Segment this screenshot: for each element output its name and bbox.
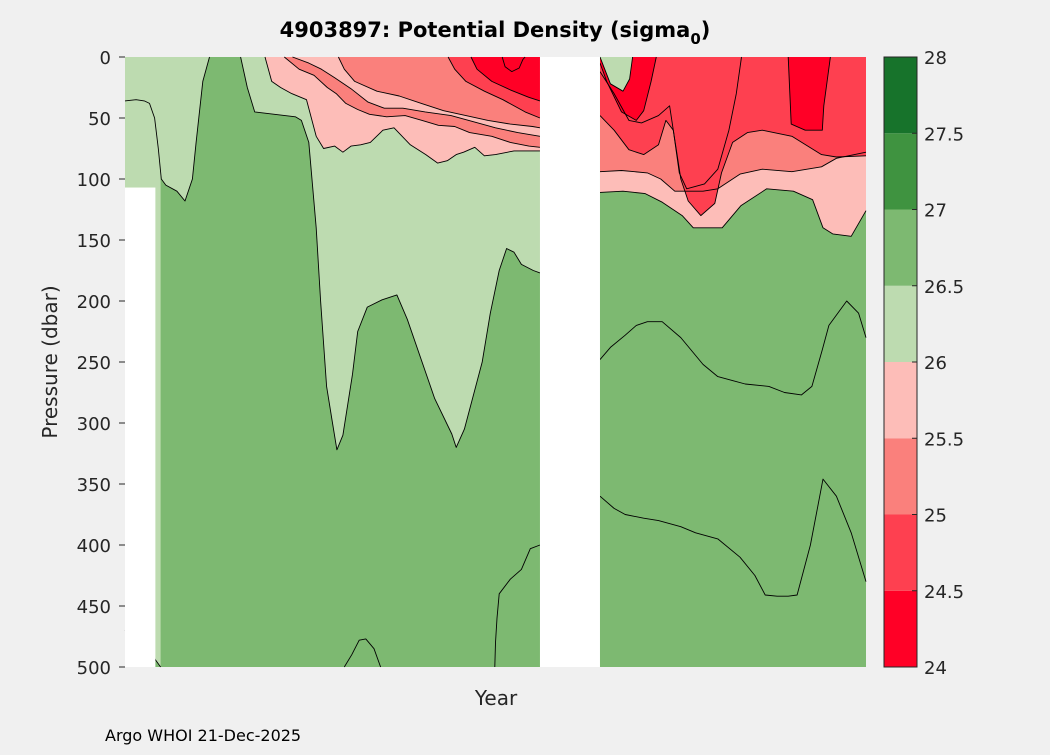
colorbar-swatch-25.5-26 — [884, 362, 917, 439]
y-tick-label-250: 250 — [77, 353, 111, 374]
contour-line-26-2 — [264, 56, 540, 164]
contour-line-25.5-3 — [284, 56, 541, 148]
colorbar-tick-label-27: 27 — [924, 201, 947, 222]
field-core-below-24 — [502, 57, 526, 72]
y-tick-label-350: 350 — [77, 475, 111, 496]
title-subscript: 0 — [690, 30, 700, 48]
colorbar-tick-label-25: 25 — [924, 506, 947, 527]
contour-line-27-10 — [343, 638, 382, 668]
colorbar-tick-label-26: 26 — [924, 353, 947, 374]
data-gap-0 — [125, 187, 156, 668]
colorbar-tick-label-28: 28 — [924, 48, 947, 69]
y-tick-label-150: 150 — [77, 231, 111, 252]
y-tick-label-200: 200 — [77, 292, 111, 313]
colorbar-swatch-26-26.5 — [884, 285, 917, 362]
missing-data-regions — [125, 57, 600, 668]
colorbar-swatch-24.5-25 — [884, 514, 917, 591]
y-tick-label-400: 400 — [77, 536, 111, 557]
data-gap-1 — [539, 57, 600, 667]
y-axis-label: Pressure (dbar) — [38, 285, 62, 438]
x-axis-label: Year — [474, 686, 518, 710]
contour-line-25-15 — [599, 56, 742, 190]
axes: 0 50 100 150 200 250 300 350 400 450 500 — [77, 48, 125, 679]
field-band-24-24.5 — [471, 57, 540, 101]
y-tick-label-450: 450 — [77, 597, 111, 618]
contour-line-26.5-1 — [240, 56, 541, 451]
contour-line-26.5-9 — [494, 544, 541, 668]
chart-title: 4903897: Potential Density (sigma0) — [280, 18, 711, 48]
colorbar-tick-label-26.5: 26.5 — [924, 277, 964, 298]
contour-line-26.5-0 — [124, 56, 210, 202]
contour-line-25.5-4 — [292, 56, 541, 137]
title-main: 4903897: Potential Density (sigma — [280, 18, 691, 42]
colorbar-tick-label-25.5: 25.5 — [924, 429, 964, 450]
field-east-band-24-24.5 — [788, 57, 831, 131]
field-east-band-26-26.5-lower — [600, 57, 633, 92]
title-close: ) — [701, 18, 711, 42]
y-tick-label-50: 50 — [88, 109, 111, 130]
field-band-26-26.5-central — [240, 57, 540, 450]
contour-line-27-19 — [599, 300, 867, 396]
contour-line-25-5 — [337, 56, 541, 129]
y-tick-label-0: 0 — [100, 48, 111, 69]
colorbar: 24 24.5 25 25.5 26 26.5 27 27.5 28 — [883, 48, 964, 679]
colorbar-tick-label-27.5: 27.5 — [924, 124, 964, 145]
contour-line-24-8 — [501, 56, 526, 73]
contour-line-24-18 — [599, 56, 634, 92]
contour-line-24.5-17 — [599, 56, 657, 121]
contour-line-25.5-14 — [599, 115, 867, 217]
contour-line-24.5-7 — [470, 56, 541, 102]
y-tick-label-100: 100 — [77, 170, 111, 191]
contour-line-25-16 — [787, 56, 831, 131]
colorbar-swatch-25-25.5 — [884, 438, 917, 515]
y-tick-label-300: 300 — [77, 414, 111, 435]
contour-line-25-6 — [447, 56, 541, 119]
colorbar-swatch-27-27.5 — [884, 133, 917, 210]
colorbar-swatch-26.5-27 — [884, 209, 917, 286]
contour-line-27.5-20 — [599, 478, 867, 597]
colorbar-swatch-27.5-28 — [884, 57, 917, 134]
colorbar-tick-label-24.5: 24.5 — [924, 582, 964, 603]
contour-line-26.5-12 — [599, 188, 867, 237]
credit-text: Argo WHOI 21-Dec-2025 — [105, 726, 301, 745]
colorbar-tick-label-24: 24 — [924, 658, 947, 679]
y-tick-label-500: 500 — [77, 658, 111, 679]
colorbar-swatch-24-24.5 — [884, 590, 917, 667]
